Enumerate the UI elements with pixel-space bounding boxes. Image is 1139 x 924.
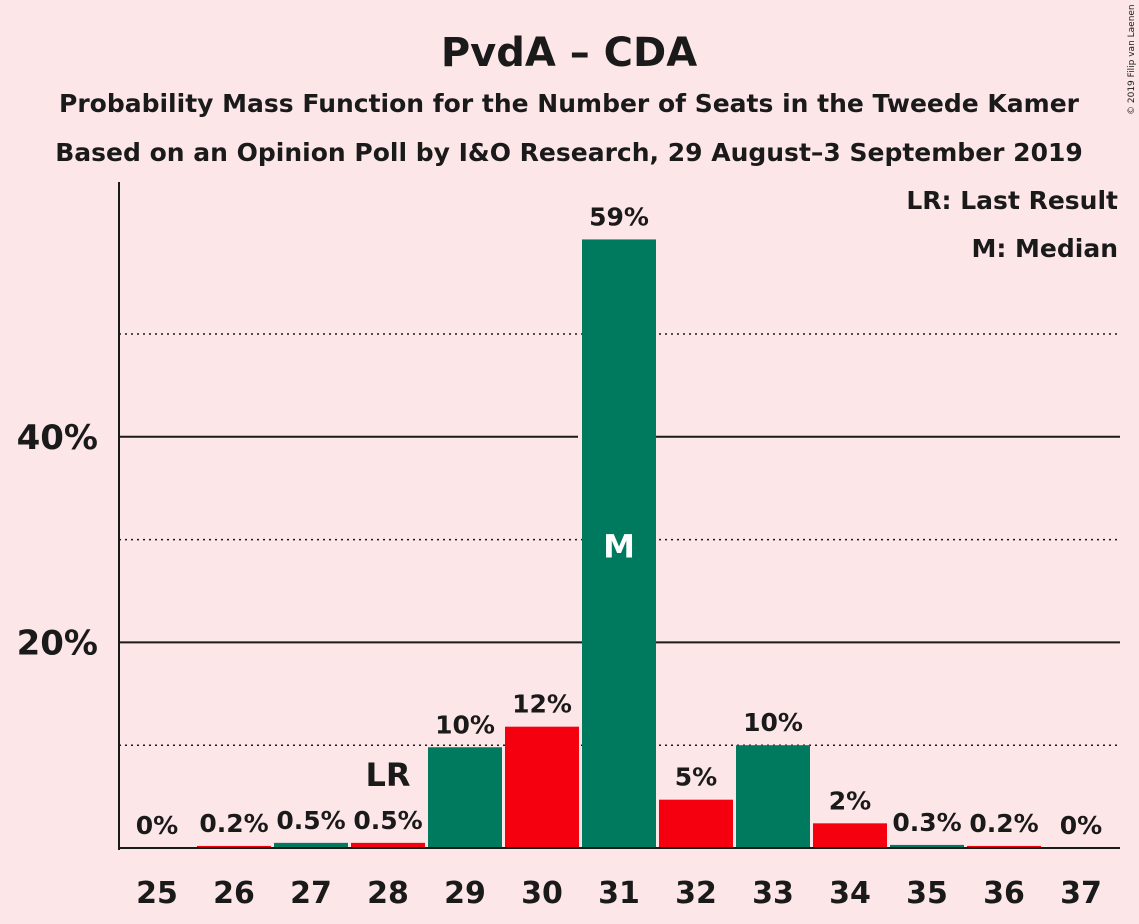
x-tick-label-28: 28	[367, 876, 409, 911]
data-label-32: 5%	[675, 763, 717, 792]
bar-34	[813, 823, 887, 848]
data-label-31: 59%	[589, 202, 649, 231]
x-tick-label-33: 33	[752, 876, 794, 911]
x-tick-labels: 25 26 27 28 29 30 31 32 33 34 35 36 37	[136, 876, 1102, 911]
data-label-33: 10%	[743, 708, 803, 737]
grid-gap-left-40-31	[578, 434, 582, 439]
y-tick-label-20: 20%	[17, 623, 98, 663]
x-tick-label-34: 34	[829, 876, 871, 911]
bar-29	[428, 747, 502, 848]
x-tick-label-37: 37	[1060, 876, 1102, 911]
last-result-marker: LR	[365, 756, 410, 794]
bar-35	[890, 844, 964, 848]
copyright-text: © 2019 Filip van Laenen	[1127, 4, 1137, 115]
x-tick-label-36: 36	[983, 876, 1025, 911]
data-label-29: 10%	[435, 710, 495, 739]
bar-30	[505, 726, 579, 848]
x-tick-label-32: 32	[675, 876, 717, 911]
median-marker: M	[603, 528, 635, 566]
bar-26	[197, 845, 271, 848]
data-label-34: 2%	[829, 786, 871, 815]
legend-median: M: Median	[971, 234, 1118, 263]
x-tick-label-29: 29	[444, 876, 486, 911]
x-tick-label-25: 25	[136, 876, 178, 911]
data-label-26: 0.2%	[199, 809, 268, 838]
x-tick-label-30: 30	[521, 876, 563, 911]
y-tick-label-40: 40%	[17, 418, 98, 458]
legend-last-result: LR: Last Result	[906, 186, 1118, 215]
y-tick-labels: 20% 40%	[17, 418, 98, 664]
data-label-25: 0%	[136, 811, 178, 840]
data-label-30: 12%	[512, 690, 572, 719]
data-label-27: 0.5%	[276, 806, 345, 835]
data-label-37: 0%	[1060, 811, 1102, 840]
bar-33	[736, 745, 810, 848]
x-tick-label-35: 35	[906, 876, 948, 911]
x-tick-label-31: 31	[598, 876, 640, 911]
chart-subtitle: Probability Mass Function for the Number…	[59, 89, 1080, 118]
bar-32	[659, 799, 733, 848]
data-label-28: 0.5%	[353, 806, 422, 835]
x-tick-label-27: 27	[290, 876, 332, 911]
x-tick-label-26: 26	[213, 876, 255, 911]
data-labels: 0% 0.2% 0.5% 0.5% LR 10% 12% 59% M 5% 10% 2% 0.3% 0.2…	[136, 202, 1102, 840]
bar-28	[351, 842, 425, 848]
bar-31	[582, 239, 656, 848]
data-label-36: 0.2%	[969, 809, 1038, 838]
data-label-35: 0.3%	[892, 808, 961, 837]
bar-27	[274, 842, 348, 848]
chart-subtitle-2: Based on an Opinion Poll by I&O Research…	[55, 138, 1083, 167]
bar-36	[967, 845, 1041, 848]
bars	[197, 239, 1041, 848]
chart-title: PvdA – CDA	[441, 30, 697, 76]
